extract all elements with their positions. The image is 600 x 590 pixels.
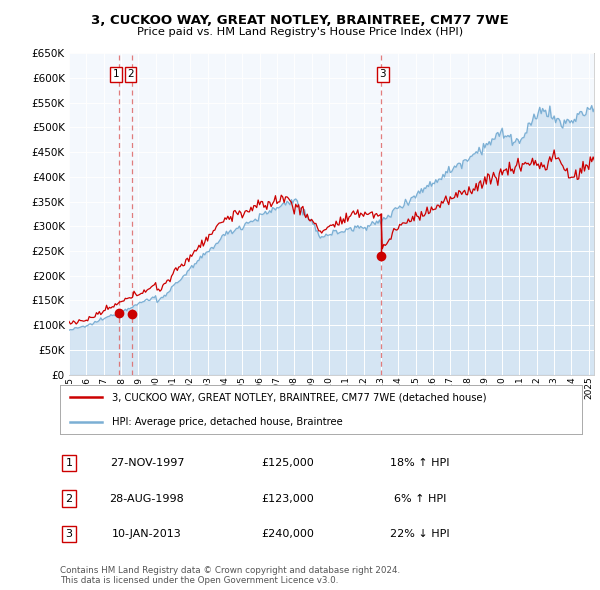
Text: £125,000: £125,000 <box>262 458 314 468</box>
Text: 3, CUCKOO WAY, GREAT NOTLEY, BRAINTREE, CM77 7WE: 3, CUCKOO WAY, GREAT NOTLEY, BRAINTREE, … <box>91 14 509 27</box>
Text: 3: 3 <box>379 70 386 80</box>
Text: Price paid vs. HM Land Registry's House Price Index (HPI): Price paid vs. HM Land Registry's House … <box>137 27 463 37</box>
Text: This data is licensed under the Open Government Licence v3.0.: This data is licensed under the Open Gov… <box>60 576 338 585</box>
Text: £240,000: £240,000 <box>262 529 314 539</box>
Text: 28-AUG-1998: 28-AUG-1998 <box>110 494 184 503</box>
Text: 2: 2 <box>65 494 73 503</box>
Text: 3: 3 <box>65 529 73 539</box>
Text: 6% ↑ HPI: 6% ↑ HPI <box>394 494 446 503</box>
Text: £123,000: £123,000 <box>262 494 314 503</box>
Text: 3, CUCKOO WAY, GREAT NOTLEY, BRAINTREE, CM77 7WE (detached house): 3, CUCKOO WAY, GREAT NOTLEY, BRAINTREE, … <box>112 392 487 402</box>
Text: 1: 1 <box>65 458 73 468</box>
Text: HPI: Average price, detached house, Braintree: HPI: Average price, detached house, Brai… <box>112 417 343 427</box>
Text: 27-NOV-1997: 27-NOV-1997 <box>110 458 184 468</box>
Text: 22% ↓ HPI: 22% ↓ HPI <box>390 529 450 539</box>
Text: Contains HM Land Registry data © Crown copyright and database right 2024.: Contains HM Land Registry data © Crown c… <box>60 566 400 575</box>
Text: 10-JAN-2013: 10-JAN-2013 <box>112 529 182 539</box>
Text: 18% ↑ HPI: 18% ↑ HPI <box>390 458 450 468</box>
Text: 1: 1 <box>112 70 119 80</box>
Text: 2: 2 <box>127 70 134 80</box>
